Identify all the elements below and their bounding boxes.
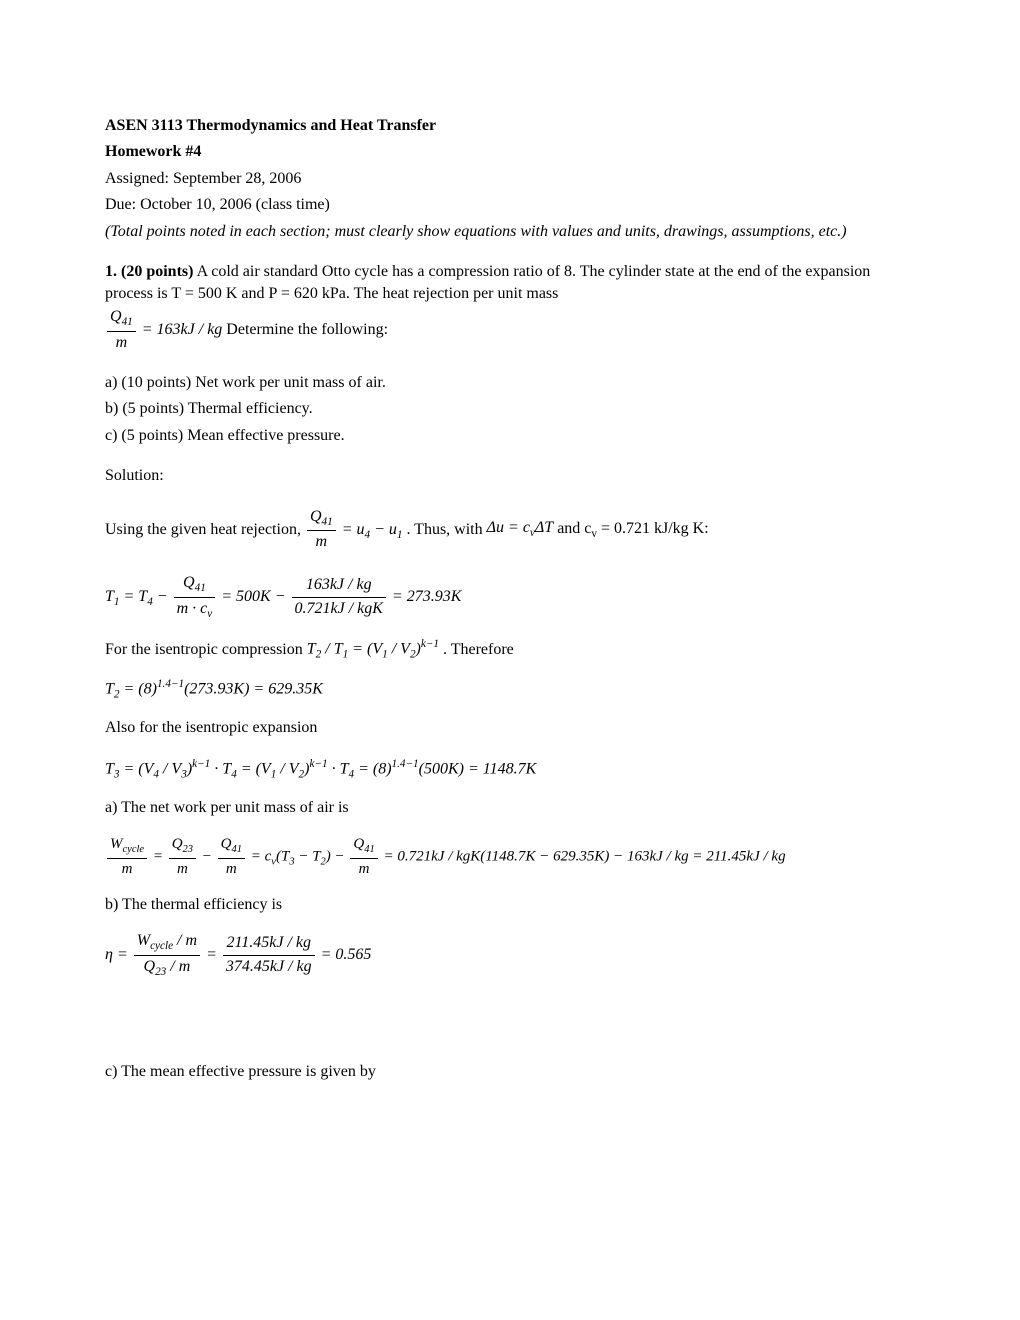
part-b-solution-label: b) The thermal efficiency is — [105, 894, 915, 916]
isentropic-compression-text: For the isentropic compression T2 / T1 =… — [105, 637, 915, 663]
problem-parts: a) (10 points) Net work per unit mass of… — [105, 372, 915, 447]
part-a: a) (10 points) Net work per unit mass of… — [105, 372, 915, 394]
eta-equation: η = Wcycle / m Q23 / m = 211.45kJ / kg 3… — [105, 930, 915, 981]
document-header: ASEN 3113 Thermodynamics and Heat Transf… — [105, 115, 915, 243]
heat-rejection-equation: Q41 m = 163kJ / kg — [105, 306, 222, 354]
problem-text-2: Determine the following: — [226, 321, 388, 338]
cv-value: and cv = 0.721 kJ/kg K: — [557, 520, 709, 537]
isentropic-expansion-text: Also for the isentropic expansion — [105, 717, 915, 739]
t3-equation: T3 = (V4 / V3)k−1 · T4 = (V1 / V2)k−1 · … — [105, 757, 915, 783]
homework-number: Homework #4 — [105, 141, 915, 163]
t2-t1-ratio: T2 / T1 = (V1 / V2)k−1 — [307, 637, 439, 663]
part-c-solution-label: c) The mean effective pressure is given … — [105, 1061, 915, 1083]
part-c: c) (5 points) Mean effective pressure. — [105, 425, 915, 447]
course-title: ASEN 3113 Thermodynamics and Heat Transf… — [105, 115, 915, 137]
q41-u-equation: Q41 m = u4 − u1 — [305, 506, 403, 554]
part-b: b) (5 points) Thermal efficiency. — [105, 398, 915, 420]
part-a-solution-label: a) The net work per unit mass of air is — [105, 797, 915, 819]
problem-statement: 1. (20 points) A cold air standard Otto … — [105, 261, 915, 354]
assigned-date: Assigned: September 28, 2006 — [105, 168, 915, 190]
due-date: Due: October 10, 2006 (class time) — [105, 194, 915, 216]
t1-equation: T1 = T4 − Q41 m · cv = 500K − 163kJ / kg… — [105, 572, 915, 623]
problem-text-1: A cold air standard Otto cycle has a com… — [105, 263, 870, 302]
instructions-note: (Total points noted in each section; mus… — [105, 221, 915, 243]
t2-equation: T2 = (8)1.4−1(273.93K) = 629.35K — [105, 677, 915, 703]
solution-label: Solution: — [105, 465, 915, 487]
solution-line-1: Using the given heat rejection, Q41 m = … — [105, 506, 915, 554]
wcycle-equation: Wcycle m = Q23 m − Q41 m = cv(T3 − T2) −… — [105, 834, 915, 880]
delta-u-equation: Δu = cvΔT — [487, 517, 554, 542]
problem-number: 1. (20 points) — [105, 263, 193, 280]
